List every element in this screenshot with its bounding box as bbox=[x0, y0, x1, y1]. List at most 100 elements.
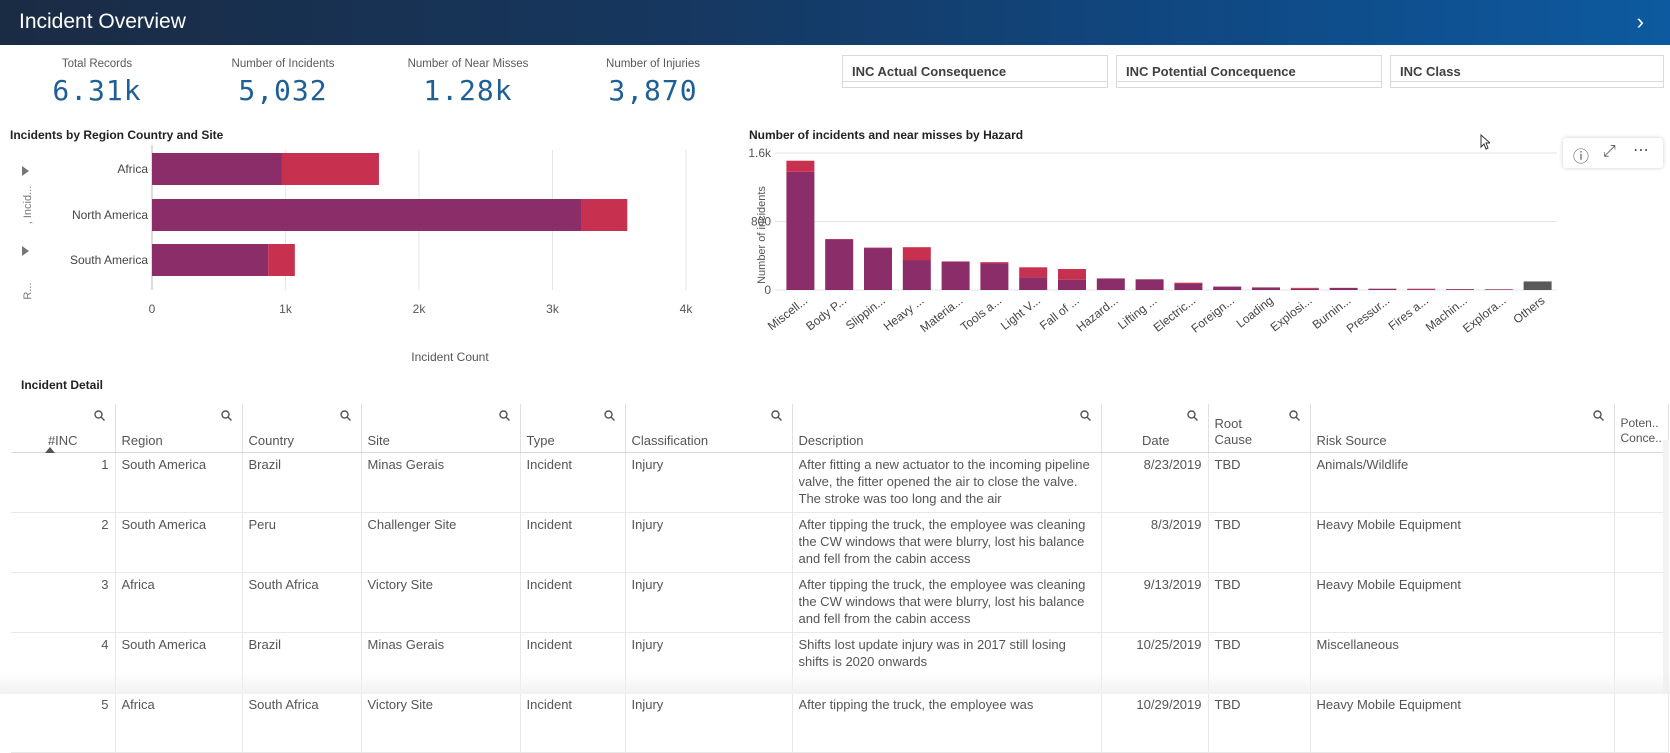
table-cell: South America bbox=[115, 513, 242, 573]
column-header-label: Description bbox=[799, 433, 864, 448]
hazard-bar-segment[interactable] bbox=[1368, 289, 1396, 290]
region-bar-segment[interactable] bbox=[268, 244, 295, 276]
table-scroll-fade bbox=[0, 672, 1670, 694]
column-header[interactable]: Region bbox=[115, 404, 242, 453]
kpi-label: Number of Injuries bbox=[568, 58, 738, 70]
column-header[interactable]: Type bbox=[520, 404, 625, 453]
hazard-bar-segment[interactable] bbox=[825, 239, 853, 290]
column-header[interactable]: Date bbox=[1101, 404, 1208, 453]
region-bar-segment[interactable] bbox=[152, 244, 268, 276]
hazard-category-label: Materia... bbox=[917, 293, 965, 335]
column-header[interactable]: #INC bbox=[11, 404, 115, 453]
search-icon[interactable] bbox=[1593, 410, 1604, 421]
search-icon[interactable] bbox=[1187, 410, 1198, 421]
table-cell: Africa bbox=[115, 573, 242, 633]
table-cell: 2 bbox=[11, 513, 115, 573]
region-side-controls[interactable]: , Incid... R... bbox=[22, 166, 34, 300]
hazard-bar-segment[interactable] bbox=[1174, 283, 1202, 284]
hazard-category-label: Fires a... bbox=[1386, 293, 1431, 333]
hazard-bar-segment[interactable] bbox=[903, 260, 931, 290]
search-icon[interactable] bbox=[340, 410, 351, 421]
hazard-bar-segment[interactable] bbox=[1058, 269, 1086, 280]
hazard-bar-segment[interactable] bbox=[1019, 277, 1047, 290]
table-cell: Injury bbox=[625, 693, 792, 753]
column-header[interactable]: Root Cause bbox=[1208, 404, 1310, 453]
column-header[interactable]: Poten.. Conce.. bbox=[1614, 404, 1668, 453]
more-options-icon[interactable]: ⋯ bbox=[1633, 140, 1649, 160]
column-header-label: Type bbox=[527, 433, 555, 448]
table-cell: Animals/Wildlife bbox=[1310, 453, 1614, 513]
hazard-bar-segment[interactable] bbox=[864, 248, 892, 290]
column-header[interactable]: Country bbox=[242, 404, 361, 453]
table-cell: Incident bbox=[520, 693, 625, 753]
search-icon[interactable] bbox=[604, 410, 615, 421]
hazard-bar-segment[interactable] bbox=[1058, 280, 1086, 290]
hazard-bar-segment[interactable] bbox=[1446, 289, 1474, 290]
hazard-bar-segment[interactable] bbox=[1213, 287, 1241, 290]
hazard-bar-segment[interactable] bbox=[1019, 267, 1047, 277]
expand-arrow-icon[interactable] bbox=[22, 166, 29, 176]
search-icon[interactable] bbox=[771, 410, 782, 421]
hazard-bar-segment[interactable] bbox=[786, 172, 814, 290]
column-header[interactable]: Risk Source bbox=[1310, 404, 1614, 453]
hazard-bar-segment[interactable] bbox=[1524, 281, 1552, 290]
filter-inc-actual-consequence[interactable]: INC Actual Consequence bbox=[842, 55, 1108, 88]
kpi-value: 5,032 bbox=[198, 74, 368, 107]
kpi-label: Number of Near Misses bbox=[383, 58, 553, 70]
hazard-bar-segment[interactable] bbox=[786, 161, 814, 172]
region-bar-segment[interactable] bbox=[152, 199, 582, 231]
table-cell: South America bbox=[115, 453, 242, 513]
search-icon[interactable] bbox=[1289, 410, 1300, 421]
region-bar-segment[interactable] bbox=[582, 199, 627, 231]
hazard-bar-segment[interactable] bbox=[1291, 288, 1319, 289]
hazard-bar-segment[interactable] bbox=[980, 262, 1008, 263]
chevron-right-icon[interactable]: › bbox=[1637, 9, 1644, 35]
hazard-bar-segment[interactable] bbox=[1252, 287, 1280, 290]
info-icon[interactable]: ⓘ bbox=[1573, 143, 1589, 167]
region-bar-segment[interactable] bbox=[281, 153, 378, 185]
table-cell: 5 bbox=[11, 693, 115, 753]
kpi-number-of-incidents: Number of Incidents 5,032 bbox=[198, 58, 368, 107]
table-vertical-scrollbar[interactable] bbox=[1663, 440, 1669, 694]
column-header[interactable]: Description bbox=[792, 404, 1101, 453]
search-icon[interactable] bbox=[221, 410, 232, 421]
kpi-number-of-near-misses: Number of Near Misses 1.28k bbox=[383, 58, 553, 107]
hazard-bar-segment[interactable] bbox=[1174, 284, 1202, 290]
column-header-label: Region bbox=[122, 433, 163, 448]
search-icon[interactable] bbox=[499, 410, 510, 421]
column-header[interactable]: Classification bbox=[625, 404, 792, 453]
table-cell: After fitting a new actuator to the inco… bbox=[792, 453, 1101, 513]
hazard-bar-segment[interactable] bbox=[1136, 279, 1164, 290]
table-cell: After tipping the truck, the employee wa… bbox=[792, 573, 1101, 633]
expand-arrow-icon[interactable] bbox=[22, 246, 29, 256]
hazard-bar-segment[interactable] bbox=[1485, 289, 1513, 290]
hazard-bar-segment[interactable] bbox=[1291, 289, 1319, 290]
region-bar-segment[interactable] bbox=[152, 153, 281, 185]
chart-hover-toolbar: ⓘ ⤢ ⋯ bbox=[1563, 138, 1663, 168]
hazard-bar-segment[interactable] bbox=[903, 247, 931, 260]
hazard-bar-segment[interactable] bbox=[1097, 278, 1125, 290]
column-header[interactable]: Site bbox=[361, 404, 520, 453]
table-cell bbox=[1614, 693, 1668, 753]
kpi-number-of-injuries: Number of Injuries 3,870 bbox=[568, 58, 738, 107]
table-cell: Injury bbox=[625, 573, 792, 633]
filter-inc-class[interactable]: INC Class bbox=[1390, 55, 1664, 88]
search-icon[interactable] bbox=[94, 410, 105, 421]
search-icon[interactable] bbox=[1080, 410, 1091, 421]
hazard-bar-segment[interactable] bbox=[980, 263, 1008, 290]
table-cell: 9/13/2019 bbox=[1101, 573, 1208, 633]
expand-icon[interactable]: ⤢ bbox=[1603, 143, 1616, 161]
filter-inc-potential-consequence[interactable]: INC Potential Concequence bbox=[1116, 55, 1382, 88]
hazard-bar-segment[interactable] bbox=[942, 262, 970, 290]
hazard-bar-segment[interactable] bbox=[1407, 289, 1435, 290]
sort-ascending-icon[interactable] bbox=[45, 447, 55, 453]
table-cell: 8/23/2019 bbox=[1101, 453, 1208, 513]
region-x-axis-label: Incident Count bbox=[411, 350, 489, 364]
hazard-bar-segment[interactable] bbox=[1330, 288, 1358, 290]
